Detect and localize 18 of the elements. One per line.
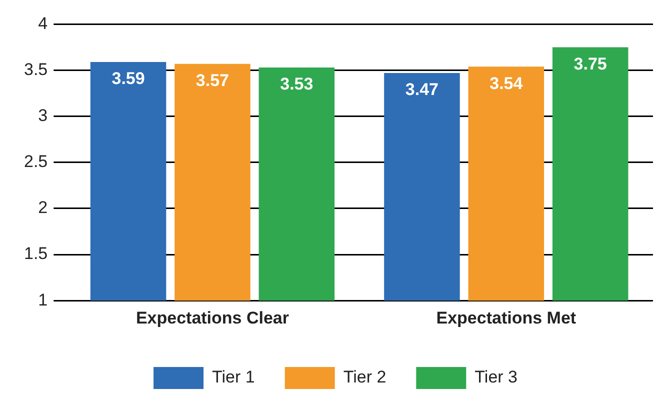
y-tick-label: 4 <box>38 14 48 33</box>
y-tick-label: 2.5 <box>24 152 48 172</box>
y-tick-label: 1.5 <box>24 244 48 264</box>
legend-label: Tier 2 <box>343 368 386 387</box>
data-label: 3.53 <box>280 74 314 94</box>
data-label: 3.54 <box>490 74 524 93</box>
data-label: 3.75 <box>574 54 607 74</box>
x-tick-label: Expectations Met <box>436 308 576 328</box>
legend-label: Tier 1 <box>212 368 255 387</box>
x-tick-label: Expectations Clear <box>136 308 290 328</box>
y-tick-label: 3 <box>38 106 48 126</box>
data-label: 3.47 <box>405 80 439 100</box>
y-tick-label: 2 <box>38 198 48 218</box>
y-tick-label: 3.5 <box>24 60 48 79</box>
data-label: 3.57 <box>196 71 230 90</box>
data-label: 3.59 <box>112 69 145 88</box>
y-tick-label: 1 <box>38 290 48 310</box>
legend-label: Tier 3 <box>474 368 518 387</box>
